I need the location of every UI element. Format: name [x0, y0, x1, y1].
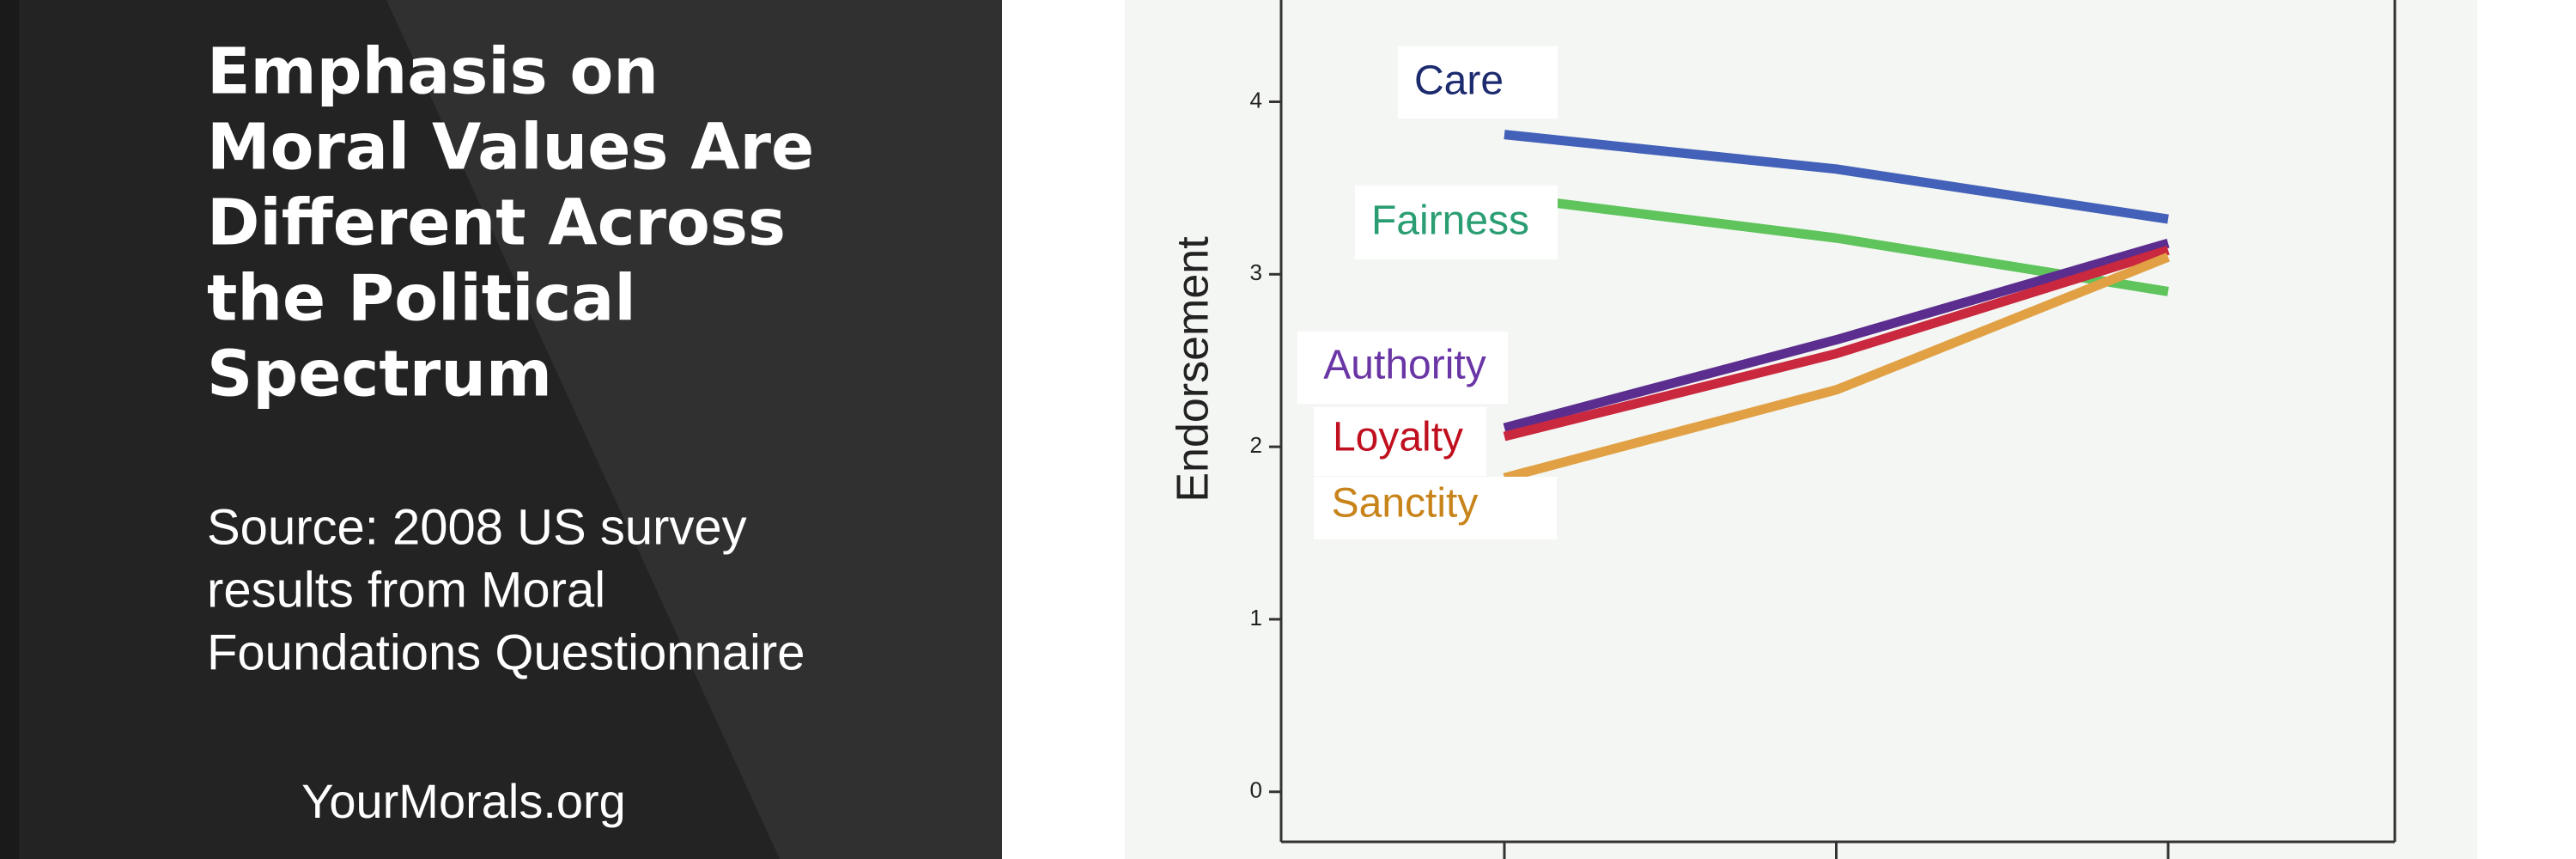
source-line: Source: 2008 US survey: [207, 499, 747, 555]
label-box: [1314, 407, 1486, 476]
label-box: [1297, 332, 1508, 404]
title-line: the Political: [207, 262, 636, 336]
title-line: Emphasis on: [207, 35, 659, 109]
panel-shade: [386, 0, 1002, 859]
title-line: Different Across: [207, 186, 786, 260]
title-line: Moral Values Are: [207, 111, 814, 185]
y-axis-label: Endorsement: [1169, 236, 1218, 503]
series-label: Authority: [1323, 343, 1485, 388]
source-line: results from Moral: [207, 562, 605, 618]
panel-edge: [0, 0, 19, 859]
y-tick-label: 0: [1250, 777, 1262, 803]
series-label: Care: [1414, 58, 1504, 104]
series-line: [1503, 245, 2170, 442]
source-line: Foundations Questionnaire: [207, 624, 805, 680]
y-tick-label: 4: [1250, 87, 1262, 113]
site-label: YourMorals.org: [301, 774, 626, 828]
series-line: [1504, 130, 2169, 224]
series-label: Loyalty: [1333, 415, 1463, 460]
label-box: [1398, 46, 1558, 119]
y-tick-label: 3: [1250, 259, 1262, 285]
title-line: Spectrum: [207, 338, 552, 411]
series-line: [1503, 253, 2171, 483]
label-box: [1355, 186, 1558, 259]
plot: 0 1 2 3 4 Care Fairness Authority Loyalty Sanctit…: [1250, 46, 2171, 859]
series-line: [1503, 238, 2170, 433]
source: Source: 2008 US survey results from Moral…: [207, 499, 805, 680]
y-tick-label: 2: [1250, 432, 1262, 458]
series-label: Fairness: [1371, 198, 1529, 244]
series-label: Sanctity: [1332, 481, 1479, 527]
label-box: [1314, 477, 1557, 539]
y-tick-label: 1: [1250, 605, 1262, 631]
